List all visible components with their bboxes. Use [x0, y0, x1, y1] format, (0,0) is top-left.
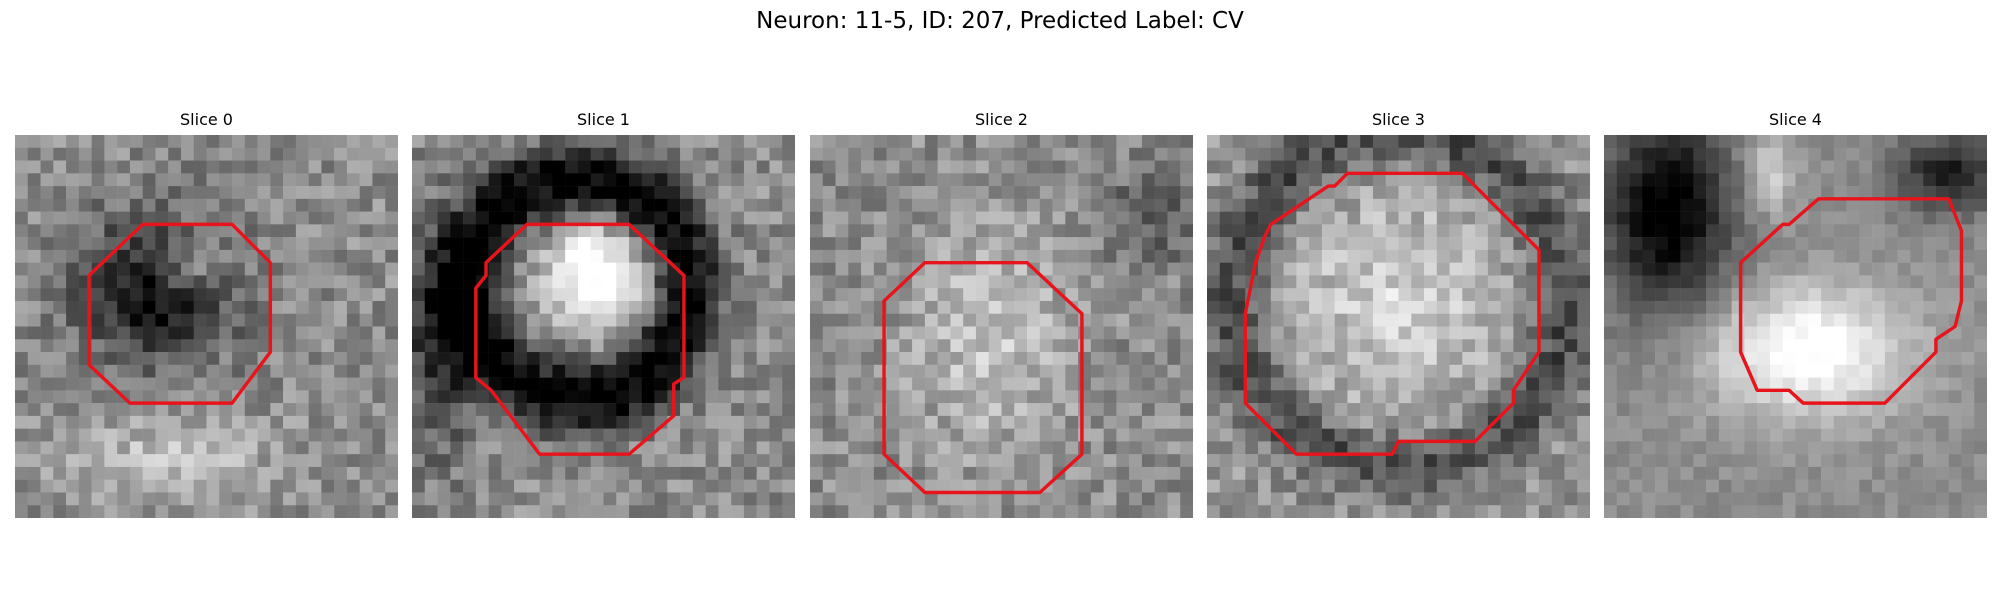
roi-outline	[1738, 197, 1964, 405]
pixel-grid	[1604, 135, 1987, 518]
slice-image-4	[1604, 135, 1987, 518]
slice-image-0	[15, 135, 398, 518]
roi-outline	[1243, 171, 1541, 456]
pixel-grid	[1207, 135, 1590, 518]
panel-title: Slice 2	[975, 110, 1028, 129]
slice-image-2	[810, 135, 1193, 518]
pixel-grid	[412, 135, 795, 518]
panel-title: Slice 1	[577, 110, 630, 129]
figure-title: Neuron: 11-5, ID: 207, Predicted Label: …	[756, 8, 1244, 34]
roi-outline	[474, 222, 686, 456]
panel-title: Slice 0	[180, 110, 233, 129]
panel-title: Slice 3	[1372, 110, 1425, 129]
pixel-grid	[810, 135, 1193, 518]
panel-title: Slice 4	[1769, 110, 1822, 129]
slice-image-3	[1207, 135, 1590, 518]
roi-outline	[882, 260, 1084, 495]
roi-outline	[87, 222, 273, 405]
pixel-grid	[15, 135, 398, 518]
slice-image-1	[412, 135, 795, 518]
